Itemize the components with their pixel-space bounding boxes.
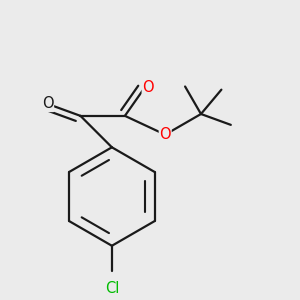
Text: O: O: [142, 80, 154, 95]
Text: O: O: [159, 127, 171, 142]
Text: Cl: Cl: [105, 281, 119, 296]
Text: O: O: [42, 96, 53, 111]
